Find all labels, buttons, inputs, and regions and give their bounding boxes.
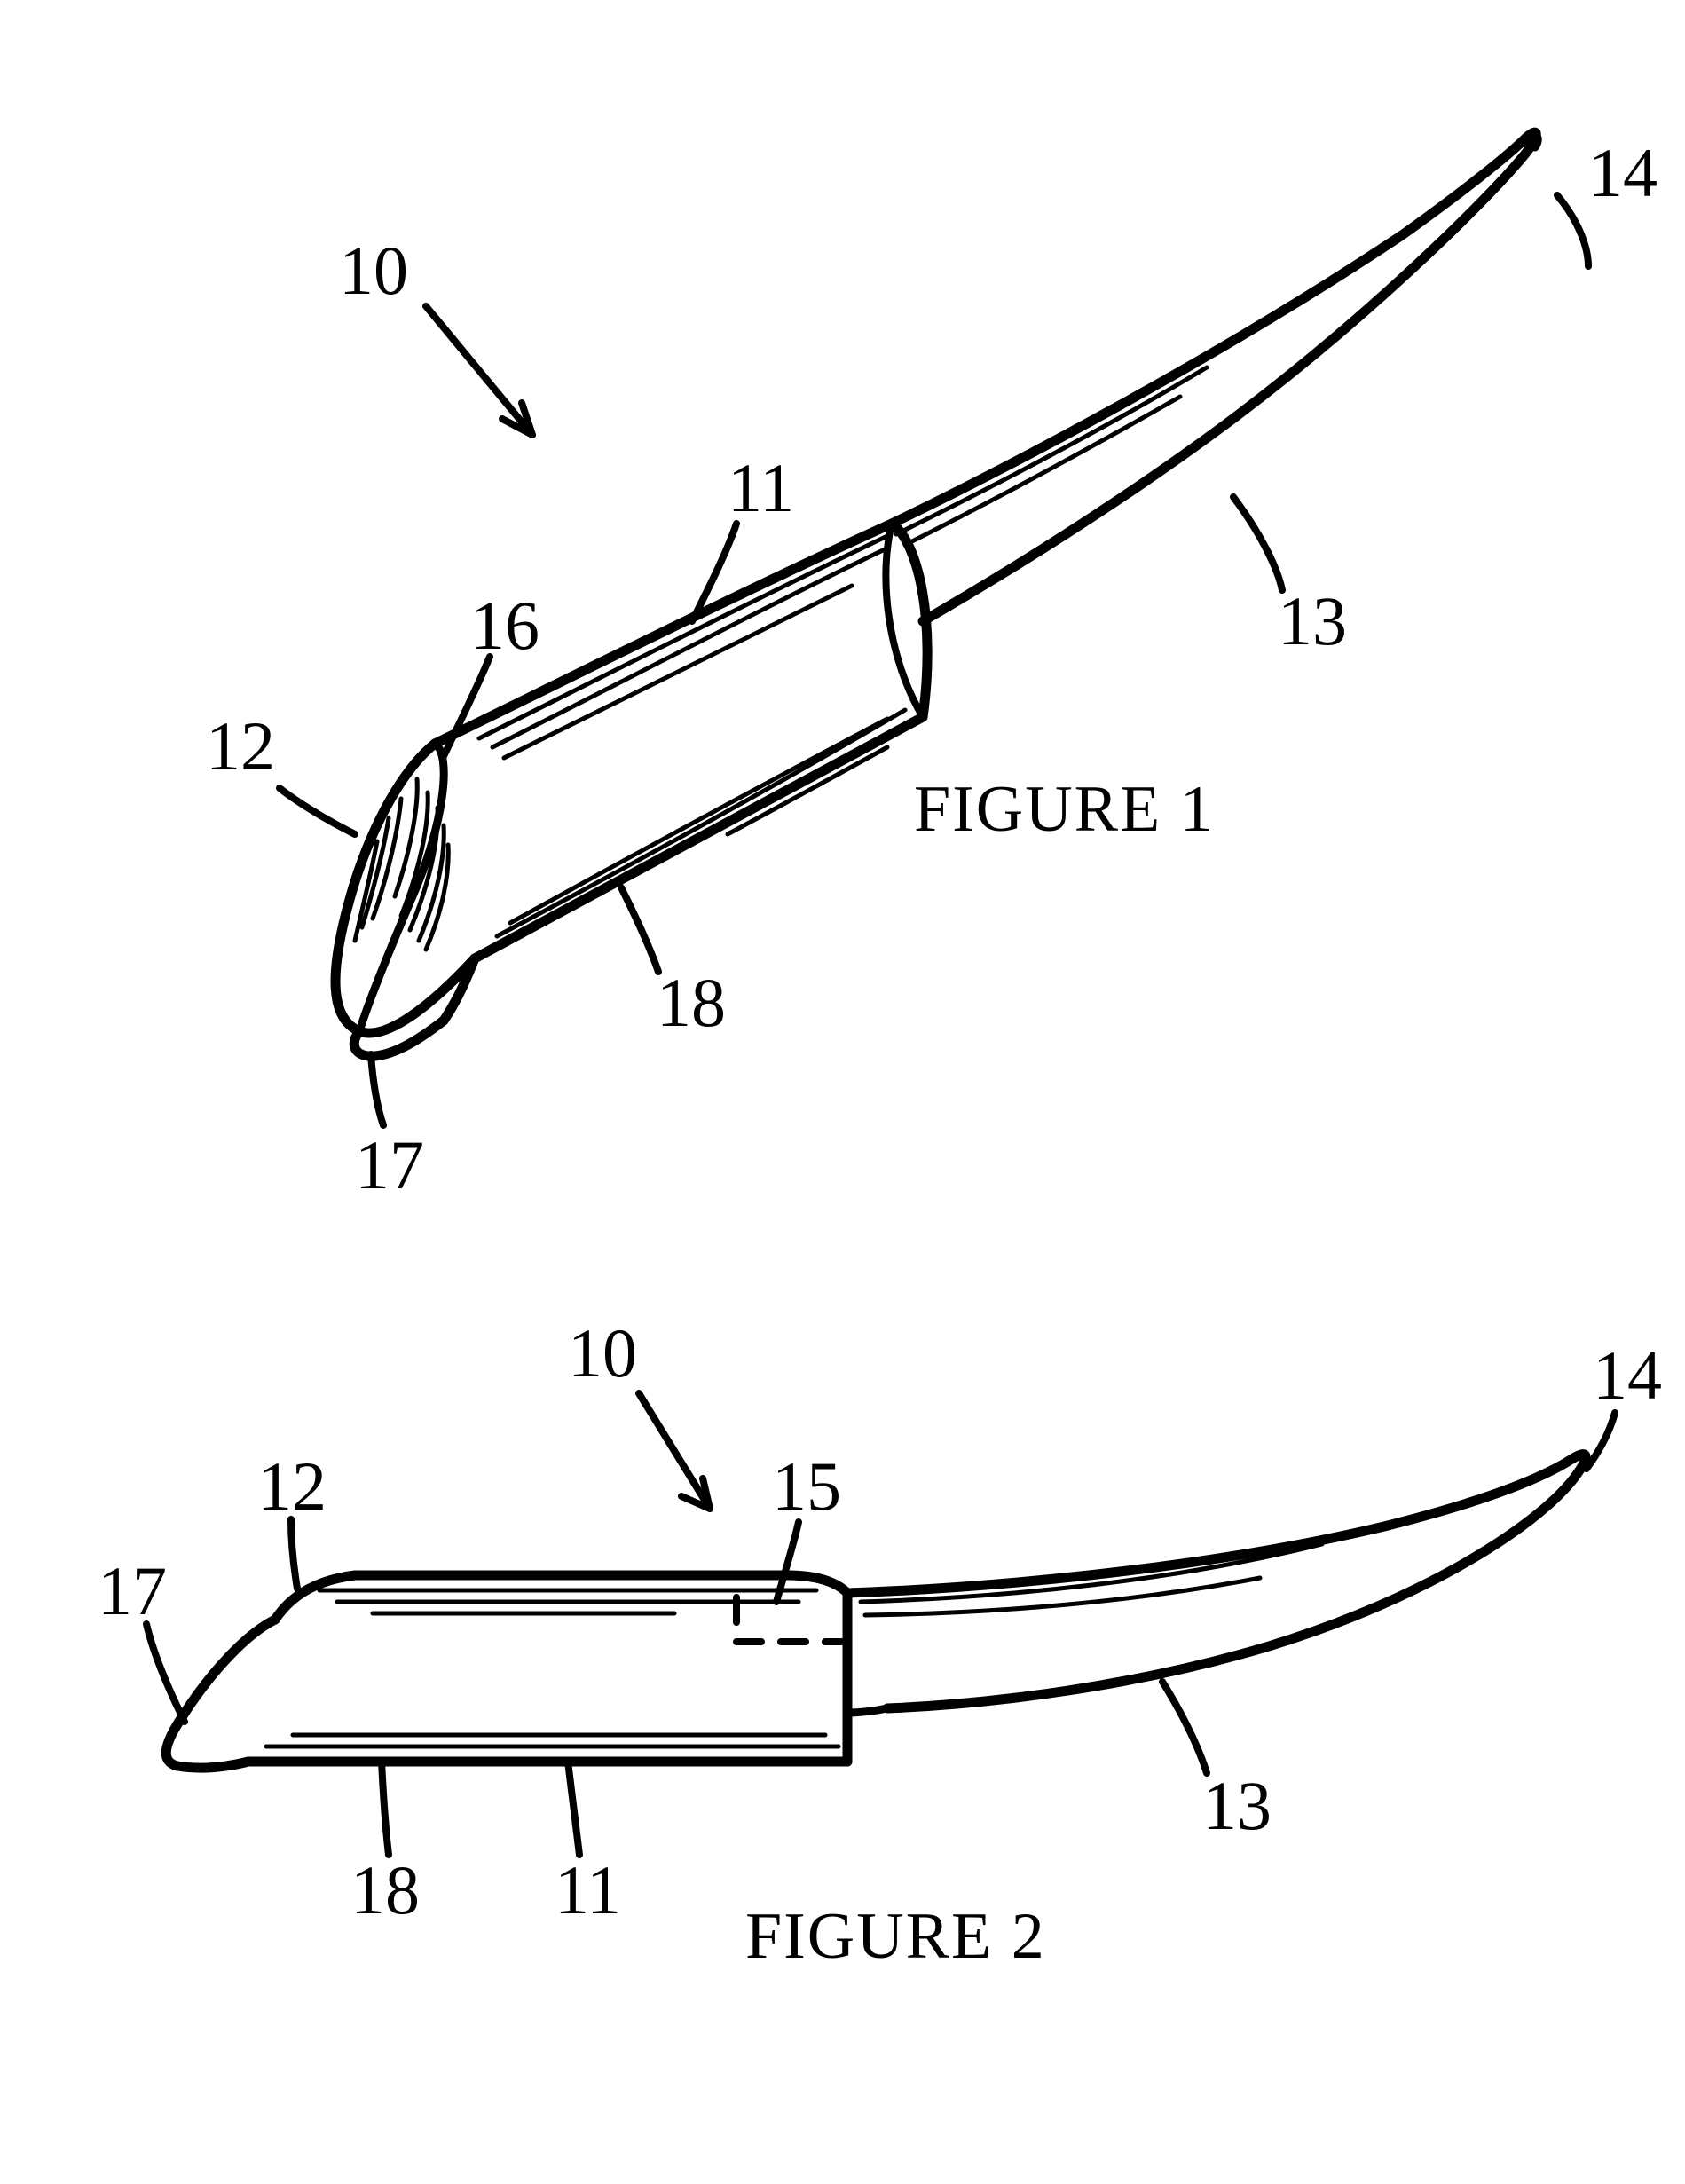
fig1-ref-16: 16 (470, 586, 539, 666)
fig2-ref-15: 15 (772, 1447, 841, 1526)
fig1-ref-11: 11 (728, 448, 794, 528)
figure-1-label: FIGURE 1 (914, 772, 1215, 848)
fig2-ref-13: 13 (1202, 1766, 1272, 1846)
fig1-ref-13: 13 (1278, 581, 1347, 661)
fig1-ref-10: 10 (339, 231, 408, 311)
fig1-ref-14: 14 (1588, 133, 1657, 213)
fig2-ref-10: 10 (568, 1313, 637, 1393)
figure-2-drawing (146, 1393, 1615, 1855)
fig2-ref-12: 12 (257, 1447, 327, 1526)
fig2-ref-18: 18 (350, 1850, 420, 1930)
fig2-ref-14: 14 (1593, 1336, 1662, 1415)
figure-2-label: FIGURE 2 (745, 1899, 1046, 1975)
fig1-ref-12: 12 (206, 706, 275, 786)
fig1-ref-18: 18 (657, 963, 726, 1043)
patent-figures-svg (0, 0, 1685, 2184)
fig2-ref-17: 17 (98, 1551, 167, 1631)
fig2-ref-11: 11 (555, 1850, 621, 1930)
fig1-ref-17: 17 (355, 1125, 424, 1205)
patent-drawing-page: 10 14 13 11 16 12 17 18 FIGURE 1 10 17 1… (0, 0, 1685, 2184)
